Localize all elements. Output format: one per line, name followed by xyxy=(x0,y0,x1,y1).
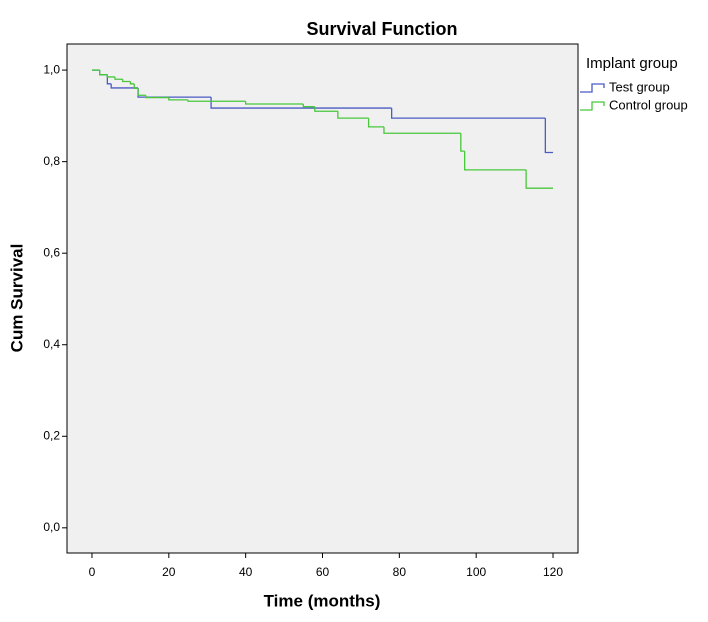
survival-step xyxy=(129,81,135,85)
y-tick-label: 0,4 xyxy=(43,337,60,351)
legend-label: Control group xyxy=(609,97,688,112)
survival-step xyxy=(314,106,338,112)
plot-area xyxy=(66,43,579,554)
survival-step xyxy=(145,95,169,99)
survival-step xyxy=(168,97,189,101)
chart-title: Survival Function xyxy=(306,19,457,39)
x-tick-label: 120 xyxy=(543,565,563,579)
x-axis-label: Time (months) xyxy=(264,591,381,610)
survival-step xyxy=(460,133,465,152)
survival-step xyxy=(464,151,527,171)
x-tick-label: 0 xyxy=(89,565,96,579)
survival-step xyxy=(367,118,384,128)
survival-step xyxy=(99,70,108,76)
x-tick-label: 40 xyxy=(239,565,253,579)
x-tick-label: 20 xyxy=(162,565,176,579)
legend-title: Implant group xyxy=(586,55,678,72)
survival-step xyxy=(133,83,139,90)
survival-step xyxy=(137,88,146,96)
y-tick-label: 0,8 xyxy=(43,154,60,168)
y-tick-label: 0,0 xyxy=(43,520,60,534)
survival-step xyxy=(114,76,123,80)
legend-label: Test group xyxy=(609,79,670,94)
survival-step xyxy=(544,118,554,154)
y-tick-label: 1,0 xyxy=(43,62,60,76)
survival-step xyxy=(106,74,112,85)
y-tick-label: 0,2 xyxy=(43,428,60,442)
y-axis-label: Cum Survival xyxy=(7,244,26,353)
x-tick-label: 100 xyxy=(466,565,486,579)
survival-step xyxy=(106,74,116,78)
survival-step xyxy=(525,169,554,189)
survival-step xyxy=(245,101,304,105)
survival-step xyxy=(110,83,139,89)
x-tick-label: 60 xyxy=(316,565,330,579)
survival-step xyxy=(122,79,131,83)
survival-step xyxy=(383,126,461,134)
y-tick-label: 0,6 xyxy=(43,245,60,259)
survival-step xyxy=(337,111,369,119)
survival-step xyxy=(391,108,546,119)
legend-swatch xyxy=(580,83,605,93)
survival-step xyxy=(187,99,246,102)
x-tick-label: 80 xyxy=(393,565,407,579)
legend-swatch xyxy=(580,101,605,111)
survival-step xyxy=(302,103,315,108)
